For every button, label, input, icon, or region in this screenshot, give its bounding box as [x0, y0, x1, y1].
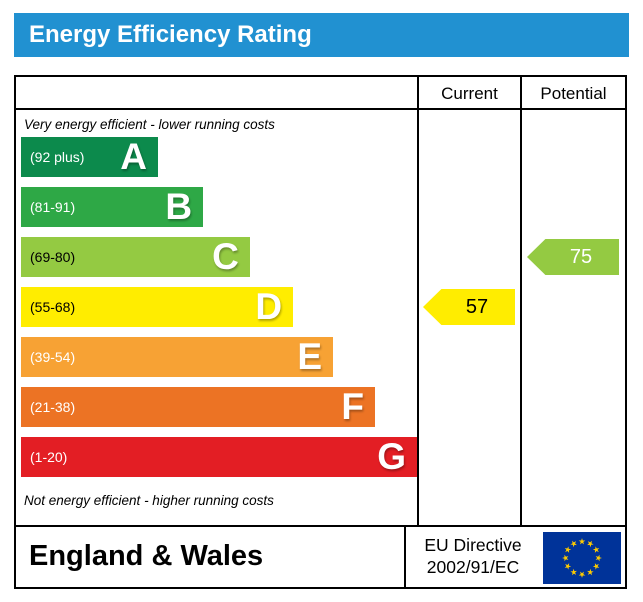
- band-bar-a: (92 plus) A: [21, 136, 159, 177]
- rating-band-a: (92 plus) A: [21, 137, 417, 177]
- band-letter-b: B: [165, 186, 193, 227]
- band-bar-c: (69-80) C: [21, 237, 250, 277]
- band-letter-g: G: [377, 436, 406, 477]
- band-range-f: (21-38): [30, 399, 76, 415]
- band-letter-d: D: [255, 286, 283, 327]
- eu-directive-line1: EU Directive: [424, 535, 522, 555]
- page-title: Energy Efficiency Rating: [29, 21, 312, 48]
- current-column-divider: [417, 77, 419, 525]
- potential-rating-arrow: 75: [527, 239, 619, 275]
- rating-band-d: (55-68) D: [21, 287, 417, 327]
- band-range-c: (69-80): [30, 249, 76, 265]
- band-letter-f: F: [341, 386, 365, 427]
- eu-directive-line2: 2002/91/EC: [426, 556, 520, 577]
- rating-band-f: (21-38) F: [21, 387, 417, 427]
- band-bar-d: (55-68) D: [21, 286, 294, 327]
- band-letter-a: A: [120, 136, 148, 177]
- current-rating-arrow: 57: [423, 289, 515, 325]
- band-bar-f: (21-38) F: [21, 386, 376, 427]
- current-column-header: Current: [441, 84, 498, 103]
- rating-band-g: (1-20) G: [21, 437, 417, 477]
- current-rating-value: 57: [465, 295, 489, 318]
- bottom-note: Not energy efficient - higher running co…: [24, 493, 274, 508]
- title-bar: Energy Efficiency Rating: [14, 13, 629, 57]
- rating-chart: Current Potential Very energy efficient …: [14, 75, 627, 527]
- rating-band-c: (69-80) C: [21, 237, 417, 277]
- rating-band-b: (81-91) B: [21, 187, 417, 227]
- band-range-b: (81-91): [30, 199, 76, 215]
- band-bar-g: (1-20) G: [21, 437, 417, 477]
- top-note: Very energy efficient - lower running co…: [24, 117, 275, 132]
- band-bar-b: (81-91) B: [21, 186, 204, 227]
- band-bar-e: (39-54) E: [21, 336, 334, 377]
- footer-divider: [404, 527, 406, 587]
- band-range-g: (1-20): [30, 449, 68, 465]
- rating-band-e: (39-54) E: [21, 337, 417, 377]
- band-letter-e: E: [297, 336, 323, 377]
- band-range-a: (92 plus): [30, 149, 85, 165]
- potential-column-divider: [520, 77, 522, 525]
- region-label: England & Wales: [29, 540, 264, 572]
- band-range-e: (39-54): [30, 349, 76, 365]
- eu-directive-label: EU Directive 2002/91/EC: [409, 535, 537, 579]
- chart-header-row: [16, 77, 625, 110]
- eu-flag: [543, 532, 621, 584]
- potential-column-header: Potential: [540, 84, 607, 103]
- band-range-d: (55-68): [30, 299, 76, 315]
- potential-rating-value: 75: [569, 245, 593, 268]
- band-letter-c: C: [212, 236, 239, 277]
- footer: England & Wales EU Directive 2002/91/EC: [14, 525, 627, 589]
